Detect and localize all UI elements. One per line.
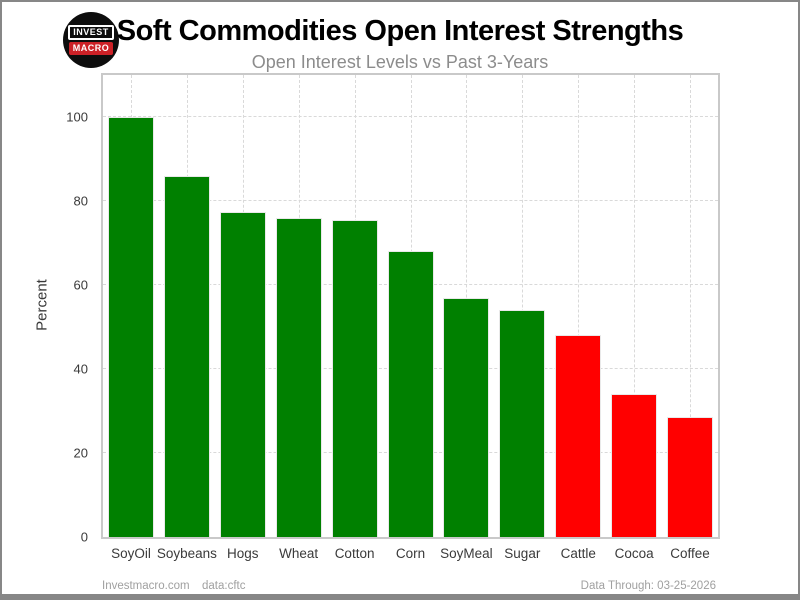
investmacro-logo-icon: INVEST MACRO — [63, 12, 119, 68]
vertical-gridline — [690, 75, 692, 537]
y-tick-label: 100 — [66, 109, 88, 125]
bar-sugar — [499, 310, 546, 537]
y-tick-label: 0 — [80, 529, 88, 545]
y-tick-label: 40 — [73, 361, 88, 377]
x-tick-label: Cotton — [334, 546, 375, 561]
bar-soybeans — [163, 175, 210, 537]
x-tick-label: Hogs — [227, 546, 259, 561]
bar-coffee — [667, 417, 714, 537]
footer-data-source-label: data:cftc — [202, 580, 246, 592]
x-tick-label: Cattle — [560, 546, 596, 561]
bar-soymeal — [443, 297, 490, 537]
chart-subtitle: Open Interest Levels vs Past 3-Years — [251, 52, 549, 72]
logo-invest-label: INVEST — [68, 25, 114, 40]
footer-data-through-label: Data Through: 03-25-2026 — [580, 580, 716, 592]
logo-macro-label: MACRO — [68, 42, 114, 55]
x-tick-label: Wheat — [279, 546, 319, 561]
bar-corn — [387, 251, 434, 537]
y-tick-label: 80 — [73, 193, 88, 209]
x-tick-label: SoyOil — [111, 546, 151, 561]
x-tick-label: Soybeans — [156, 546, 217, 561]
vertical-gridline — [578, 75, 580, 537]
bar-wheat — [275, 217, 322, 537]
x-tick-label: Corn — [395, 546, 426, 561]
x-tick-label: Coffee — [670, 546, 710, 561]
y-tick-label: 60 — [73, 277, 88, 293]
x-tick-label: Cocoa — [614, 546, 654, 561]
x-tick-label: SoyMeal — [440, 546, 493, 561]
x-axis-tick-labels: SoyOil Soybeans Hogs Wheat Cotton Corn SoyMeal… — [103, 546, 718, 566]
plot-area — [101, 73, 720, 539]
x-tick-label: Sugar — [504, 546, 541, 561]
vertical-gridline — [522, 75, 524, 537]
bar-hogs — [219, 211, 266, 537]
bar-cattle — [555, 335, 602, 537]
vertical-gridline — [634, 75, 636, 537]
bar-soyoil — [107, 117, 154, 537]
y-axis-tick-labels: 0 20 40 60 80 100 — [2, 75, 92, 545]
bottom-accent-bar — [2, 594, 798, 598]
bar-cotton — [331, 219, 378, 537]
chart-title: Soft Commodities Open Interest Strengths — [116, 15, 684, 47]
footer-site-label: Investmacro.com — [102, 580, 190, 592]
y-tick-label: 20 — [73, 445, 88, 461]
bar-cocoa — [611, 394, 658, 537]
